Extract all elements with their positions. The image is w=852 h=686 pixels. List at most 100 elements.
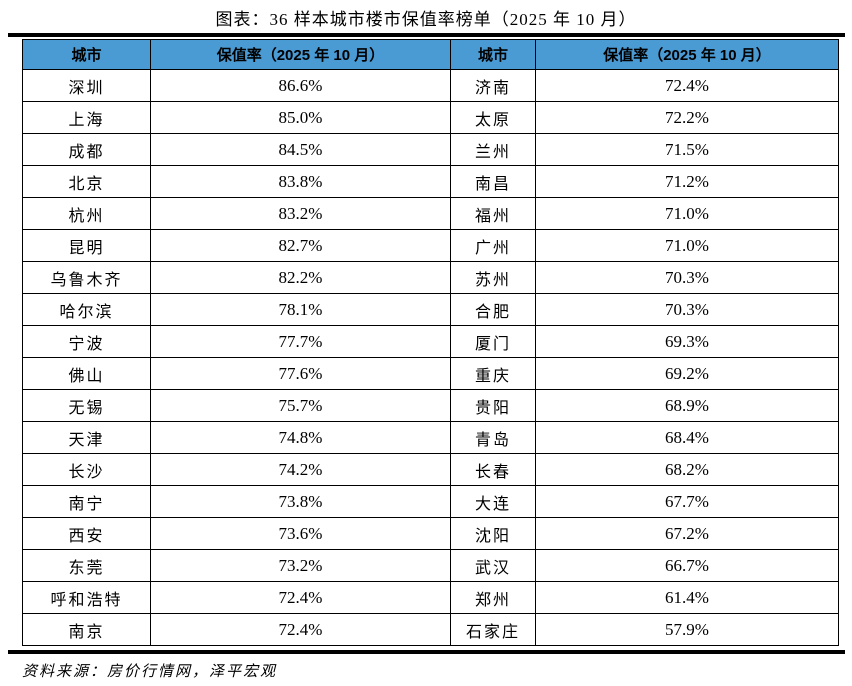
city-cell: 苏州: [450, 261, 536, 294]
rate-cell: 70.3%: [535, 261, 839, 294]
header-city-left: 城市: [22, 39, 151, 70]
rate-cell: 83.2%: [150, 197, 451, 230]
city-cell: 长沙: [22, 453, 151, 486]
city-cell: 宁波: [22, 325, 151, 358]
rate-cell: 68.4%: [535, 421, 839, 454]
rate-cell: 73.2%: [150, 549, 451, 582]
header-rate-right: 保值率（2025 年 10 月）: [535, 39, 839, 70]
rate-cell: 57.9%: [535, 613, 839, 646]
rate-cell: 77.6%: [150, 357, 451, 390]
city-cell: 福州: [450, 197, 536, 230]
table-row: 西安 73.6% 沈阳 67.2%: [22, 517, 839, 550]
table-row: 长沙 74.2% 长春 68.2%: [22, 453, 839, 486]
city-cell: 重庆: [450, 357, 536, 390]
rate-cell: 68.2%: [535, 453, 839, 486]
city-cell: 沈阳: [450, 517, 536, 550]
rate-cell: 73.6%: [150, 517, 451, 550]
rate-cell: 66.7%: [535, 549, 839, 582]
rate-cell: 78.1%: [150, 293, 451, 326]
rate-cell: 68.9%: [535, 389, 839, 422]
city-cell: 南宁: [22, 485, 151, 518]
rate-cell: 67.7%: [535, 485, 839, 518]
rate-cell: 75.7%: [150, 389, 451, 422]
table-row: 南京 72.4% 石家庄 57.9%: [22, 613, 839, 646]
rate-cell: 83.8%: [150, 165, 451, 198]
rate-cell: 82.2%: [150, 261, 451, 294]
table-row: 呼和浩特 72.4% 郑州 61.4%: [22, 581, 839, 614]
rate-cell: 85.0%: [150, 101, 451, 134]
city-cell: 上海: [22, 101, 151, 134]
city-cell: 杭州: [22, 197, 151, 230]
city-cell: 天津: [22, 421, 151, 454]
header-row: 城市 保值率（2025 年 10 月） 城市 保值率（2025 年 10 月）: [22, 39, 839, 70]
table-row: 宁波 77.7% 厦门 69.3%: [22, 325, 839, 358]
rate-cell: 72.2%: [535, 101, 839, 134]
city-cell: 青岛: [450, 421, 536, 454]
rate-cell: 71.5%: [535, 133, 839, 166]
header-rate-left: 保值率（2025 年 10 月）: [150, 39, 451, 70]
city-cell: 乌鲁木齐: [22, 261, 151, 294]
source-note: 资料来源：房价行情网，泽平宏观: [22, 664, 278, 680]
rate-cell: 61.4%: [535, 581, 839, 614]
city-cell: 武汉: [450, 549, 536, 582]
rate-cell: 74.2%: [150, 453, 451, 486]
city-cell: 南京: [22, 613, 151, 646]
city-cell: 厦门: [450, 325, 536, 358]
table-row: 杭州 83.2% 福州 71.0%: [22, 197, 839, 230]
rate-cell: 72.4%: [535, 69, 839, 102]
city-cell: 东莞: [22, 549, 151, 582]
city-cell: 佛山: [22, 357, 151, 390]
city-cell: 昆明: [22, 229, 151, 262]
city-cell: 成都: [22, 133, 151, 166]
table-row: 北京 83.8% 南昌 71.2%: [22, 165, 839, 198]
rate-cell: 72.4%: [150, 613, 451, 646]
rate-cell: 69.3%: [535, 325, 839, 358]
table-row: 哈尔滨 78.1% 合肥 70.3%: [22, 293, 839, 326]
rate-cell: 71.0%: [535, 229, 839, 262]
city-cell: 大连: [450, 485, 536, 518]
city-cell: 西安: [22, 517, 151, 550]
city-cell: 哈尔滨: [22, 293, 151, 326]
city-cell: 济南: [450, 69, 536, 102]
table-row: 东莞 73.2% 武汉 66.7%: [22, 549, 839, 582]
top-rule: [8, 33, 845, 37]
city-cell: 太原: [450, 101, 536, 134]
city-cell: 广州: [450, 229, 536, 262]
city-cell: 郑州: [450, 581, 536, 614]
rate-cell: 74.8%: [150, 421, 451, 454]
rate-cell: 72.4%: [150, 581, 451, 614]
city-cell: 呼和浩特: [22, 581, 151, 614]
rate-cell: 71.2%: [535, 165, 839, 198]
rate-cell: 77.7%: [150, 325, 451, 358]
city-cell: 兰州: [450, 133, 536, 166]
city-cell: 石家庄: [450, 613, 536, 646]
city-cell: 无锡: [22, 389, 151, 422]
rate-cell: 70.3%: [535, 293, 839, 326]
city-cell: 北京: [22, 165, 151, 198]
retention-rate-table: 城市 保值率（2025 年 10 月） 城市 保值率（2025 年 10 月） …: [22, 39, 839, 646]
table-row: 乌鲁木齐 82.2% 苏州 70.3%: [22, 261, 839, 294]
city-cell: 长春: [450, 453, 536, 486]
rate-cell: 71.0%: [535, 197, 839, 230]
rate-cell: 73.8%: [150, 485, 451, 518]
city-cell: 南昌: [450, 165, 536, 198]
rate-cell: 86.6%: [150, 69, 451, 102]
table-row: 上海 85.0% 太原 72.2%: [22, 101, 839, 134]
figure-title: 图表：36 样本城市楼市保值率榜单（2025 年 10 月）: [215, 10, 637, 29]
table-row: 天津 74.8% 青岛 68.4%: [22, 421, 839, 454]
bottom-rule: [8, 650, 845, 654]
table-row: 无锡 75.7% 贵阳 68.9%: [22, 389, 839, 422]
city-cell: 贵阳: [450, 389, 536, 422]
rate-cell: 84.5%: [150, 133, 451, 166]
table-body: 深圳 86.6% 济南 72.4% 上海 85.0% 太原 72.2% 成都 84.5% 兰州 71.…: [22, 69, 839, 646]
header-city-right: 城市: [450, 39, 536, 70]
table-row: 佛山 77.6% 重庆 69.2%: [22, 357, 839, 390]
rate-cell: 67.2%: [535, 517, 839, 550]
table-row: 昆明 82.7% 广州 71.0%: [22, 229, 839, 262]
rate-cell: 82.7%: [150, 229, 451, 262]
table-row: 南宁 73.8% 大连 67.7%: [22, 485, 839, 518]
table-row: 成都 84.5% 兰州 71.5%: [22, 133, 839, 166]
city-cell: 合肥: [450, 293, 536, 326]
rate-cell: 69.2%: [535, 357, 839, 390]
